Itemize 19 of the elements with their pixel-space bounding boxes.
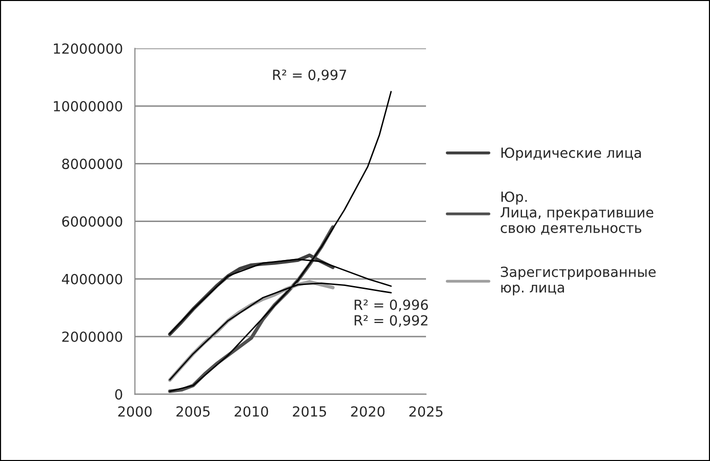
- x-tick-label: 2005: [176, 406, 210, 417]
- y-tick-label: 12000000: [54, 43, 122, 54]
- legend-label: Юр. Лица, прекратившие свою деятельность: [500, 191, 654, 235]
- legend-label: Зарегистрированные юр. лица: [500, 266, 656, 296]
- x-tick-label: 2015: [292, 406, 326, 417]
- y-tick-label: 0: [115, 389, 122, 400]
- x-tick-label: 2025: [409, 406, 442, 417]
- y-tick-label: 4000000: [62, 274, 122, 284]
- annotation: R² = 0,997: [273, 70, 346, 82]
- legend-label: Юридические лица: [501, 147, 641, 161]
- annotation: R² = 0,992: [354, 315, 428, 327]
- x-tick-label: 2020: [351, 406, 385, 417]
- x-tick-label: 2000: [118, 406, 152, 417]
- annotation: R² = 0,996: [354, 300, 428, 312]
- y-tick-label: 2000000: [62, 332, 122, 342]
- y-tick-label: 8000000: [62, 158, 122, 170]
- x-tick-label: 2010: [234, 406, 268, 417]
- y-tick-label: 10000000: [54, 101, 122, 112]
- y-tick-label: 6000000: [62, 216, 122, 227]
